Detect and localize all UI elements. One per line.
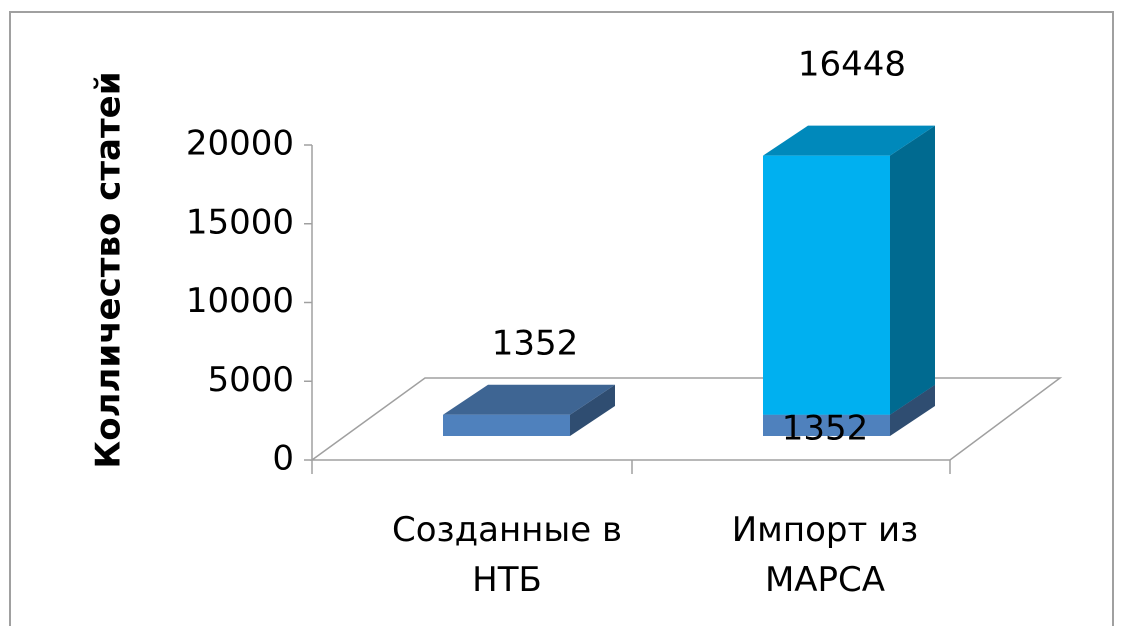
- floor: [309, 377, 1063, 461]
- data-label: 16448: [798, 45, 906, 85]
- bar: [763, 155, 890, 415]
- x-tick-label: Созданные в НТБ: [391, 510, 623, 600]
- x-tick-label: Импорт из МАРСА: [731, 510, 919, 600]
- y-axis-label: Колличество статей: [89, 71, 129, 468]
- data-label: 1352: [782, 409, 869, 449]
- bar-side: [570, 384, 615, 436]
- data-label: 1352: [492, 324, 579, 364]
- bar-side: [890, 125, 935, 415]
- bar: [443, 414, 570, 436]
- bar: [763, 414, 890, 436]
- bar-side: [890, 384, 935, 436]
- y-tick-label: 0: [272, 439, 294, 479]
- bar-top: [763, 125, 935, 156]
- y-tick-label: 15000: [186, 202, 294, 242]
- y-tick-label: 10000: [186, 281, 294, 321]
- frame: [9, 11, 1114, 626]
- y-tick-label: 5000: [207, 360, 294, 400]
- bar-top: [443, 384, 615, 415]
- y-tick-label: 20000: [186, 124, 294, 164]
